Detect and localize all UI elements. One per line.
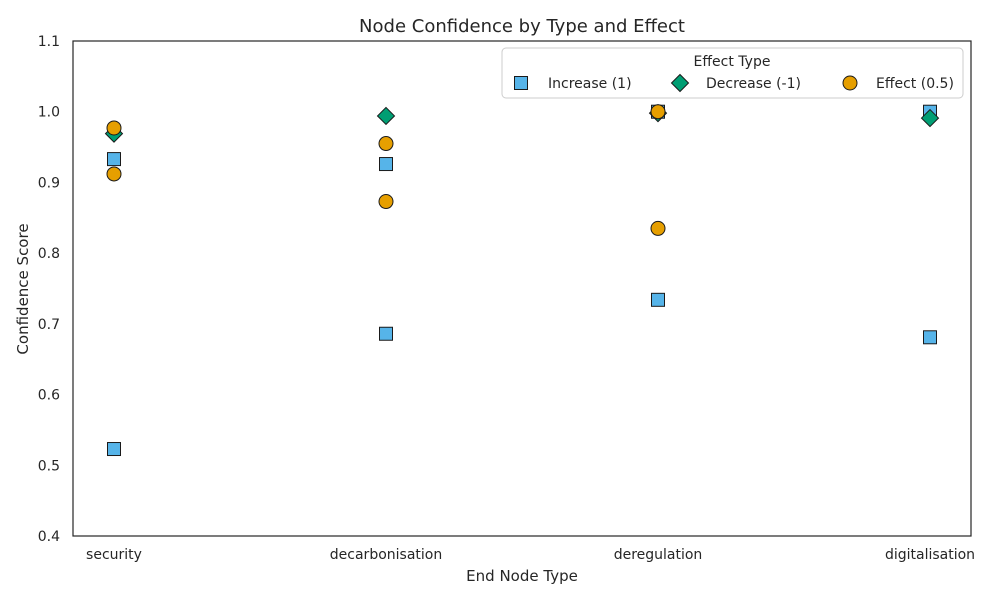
y-tick-label: 0.5 xyxy=(38,458,60,474)
legend-marker xyxy=(670,73,690,93)
legend-items: Increase (1) Decrease (-1) Effect (0.5) xyxy=(514,73,954,93)
y-tick-label: 1.0 xyxy=(38,105,60,121)
series-2 xyxy=(106,104,666,236)
data-point xyxy=(378,136,394,152)
data-point xyxy=(107,442,121,457)
data-point xyxy=(379,157,393,172)
legend-marker xyxy=(842,75,858,91)
legend-entry: Increase (1) xyxy=(548,76,632,92)
data-point xyxy=(107,152,121,167)
legend-entry: Effect (0.5) xyxy=(876,76,954,92)
data-point xyxy=(923,330,937,345)
y-tick-label: 0.4 xyxy=(38,529,60,545)
series-1 xyxy=(104,103,940,143)
y-tick-label: 0.7 xyxy=(38,317,60,333)
data-point xyxy=(651,292,665,307)
data-point xyxy=(378,194,394,210)
legend-entry: Decrease (-1) xyxy=(706,76,801,92)
data-point xyxy=(920,108,940,128)
y-axis-label: Confidence Score xyxy=(14,223,32,354)
y-tick-label: 0.9 xyxy=(38,175,60,191)
x-axis-label: End Node Type xyxy=(466,567,578,585)
x-axis-ticks: security decarbonisation deregulation digit… xyxy=(86,547,975,563)
data-point xyxy=(106,166,122,182)
y-axis-ticks: 0.4 0.5 0.6 0.7 0.8 0.9 1.0 1.1 xyxy=(38,34,60,545)
x-tick-label: digitalisation xyxy=(885,547,975,563)
y-tick-label: 0.6 xyxy=(38,388,60,404)
data-point xyxy=(650,220,666,236)
plot-frame xyxy=(72,40,972,537)
y-tick-label: 1.1 xyxy=(38,34,60,50)
x-tick-label: deregulation xyxy=(614,547,703,563)
data-point xyxy=(376,106,396,126)
legend-marker xyxy=(514,76,528,90)
x-tick-label: decarbonisation xyxy=(330,547,442,563)
chart-title: Node Confidence by Type and Effect xyxy=(359,16,685,37)
data-point xyxy=(650,104,666,120)
legend: Effect Type Increase (1) Decrease (-1) Eff… xyxy=(501,47,964,99)
series-0 xyxy=(107,104,937,457)
data-point xyxy=(379,326,393,341)
x-tick-label: security xyxy=(86,547,142,563)
legend-title: Effect Type xyxy=(694,54,771,70)
data-points xyxy=(104,103,940,457)
data-point xyxy=(106,120,122,136)
y-tick-label: 0.8 xyxy=(38,246,60,262)
